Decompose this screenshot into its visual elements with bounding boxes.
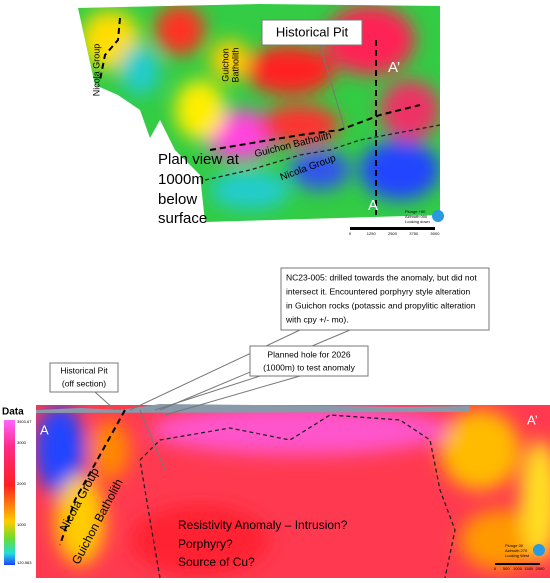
section-map [36,405,550,578]
callout-line: in Guichon rocks (potassic and propyliti… [286,300,476,310]
callout-text: Historical Pit [276,24,349,39]
callout-line: intersect it. Encountered porphyry style… [286,286,471,296]
anomaly-outline [139,414,456,579]
legend-tick: 120.563 [17,560,32,565]
legend-title: Data [2,407,24,418]
scale-bar: 0 500 1000 1500 2000 [494,563,545,571]
caption-line: below [158,191,197,208]
callout-line: (off section) [62,378,106,388]
plan-map [78,4,440,222]
note-line: Plunge +90 [405,209,426,214]
scale-bar-label: 0 [494,566,497,571]
note-line: Azimuth 270 [505,548,528,553]
callout-box [280,267,490,331]
callout-line: Planned hole for 2026 [267,349,350,359]
callout-line: Historical Pit [60,365,108,375]
drill-hole [139,409,166,471]
callout-box [49,362,119,393]
anomaly-label: Resistivity Anomaly – Intrusion? Porphyr… [178,518,348,569]
scale-bar-label: 3750 [409,231,419,236]
topography [36,404,470,413]
caption-line: 1000m [158,171,204,188]
anomaly-line: Porphyry? [178,537,233,551]
callout-box [261,19,363,46]
caption-line: surface [158,210,207,227]
scale-bar-rect [350,227,435,230]
note-line: Plunge 00 [505,543,524,548]
scale-bar-label: 2500 [388,231,398,236]
callout-box [249,345,369,377]
scale-bar-label: 2000 [536,566,546,571]
caption-line: Plan view at [158,151,240,168]
note-line: Looking West [505,553,530,558]
leader-line [319,44,346,131]
legend-tick: 2000 [17,481,27,486]
scale-bar-label: 1000 [513,566,523,571]
legend-ticks: 3503.67 3000 2000 1000 120.563 [17,419,32,565]
scale-bar-label: 1500 [524,566,534,571]
scale-bar: 0 1250 2500 3750 5000 [349,227,440,236]
leader-line [154,375,301,416]
contact-line [59,409,126,546]
color-bar [4,420,15,565]
anomaly-line: Resistivity Anomaly – Intrusion? [178,518,348,532]
scale-bar-label: 1250 [367,231,377,236]
scale-bar-label: 5000 [431,231,441,236]
note-line: Looking down [405,219,430,224]
callout-line: with cpy +/- mo). [285,314,349,324]
legend-tick: 3503.67 [17,419,32,424]
contact-line [209,104,421,151]
section-end-label: A [368,197,378,214]
legend-tick: 3000 [17,440,27,445]
scale-bar-label: 500 [503,566,510,571]
anomaly-line: Source of Cu? [178,555,255,569]
note-line: Azimuth 000 [405,214,428,219]
unit-label: Nicola Group [91,44,101,97]
callout-line: (1000m) to test anomaly [263,362,355,372]
section-end-label: A’ [527,412,538,427]
scale-bar-rect [495,563,540,565]
legend-tick: 1000 [17,522,27,527]
callout-text: NC23-005: drilled towards the anomaly, b… [285,272,477,324]
leader-line [94,391,116,411]
unit-label: Batholith [230,47,240,82]
contact-line [204,124,441,181]
globe-icon [432,210,444,222]
caption: Plan view at 1000m below surface [158,151,240,227]
globe-icon [533,544,545,556]
orientation-note: Plunge +90 Azimuth 000 Looking down [405,209,430,224]
unit-label: Guichon [220,48,230,82]
scale-bar-label: 0 [349,231,352,236]
orientation-note: Plunge 00 Azimuth 270 Looking West [505,543,530,558]
section-end-label: A’ [388,59,400,76]
section-end-label: A [40,422,49,437]
contact-line [99,17,121,81]
callout-line: NC23-005: drilled towards the anomaly, b… [286,272,477,282]
